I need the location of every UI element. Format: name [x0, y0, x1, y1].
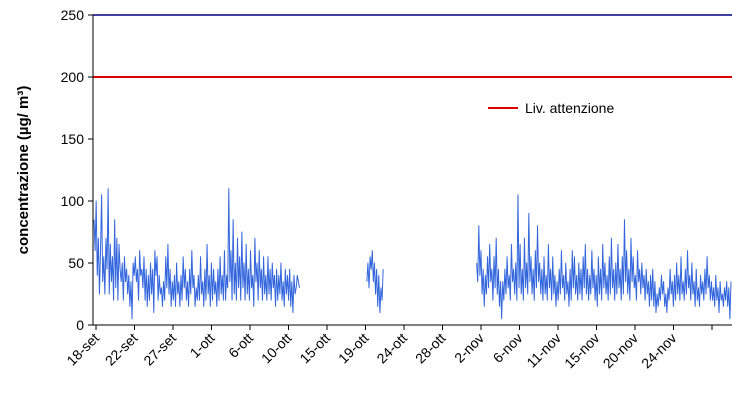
y-tick-label: 150 — [61, 131, 85, 147]
plot-area — [93, 14, 732, 325]
x-tick-label: 19-ott — [335, 330, 372, 367]
x-tick-label: 10-ott — [258, 330, 295, 367]
x-tick-label: 28-ott — [412, 330, 449, 367]
x-tick-label: 27-set — [140, 330, 179, 369]
x-tick-label: 6-ott — [225, 330, 256, 361]
y-tick-label: 250 — [61, 7, 85, 23]
y-tick-label: 50 — [68, 255, 84, 271]
y-tick-label: 100 — [61, 193, 85, 209]
x-tick-label: 1-ott — [186, 330, 217, 361]
x-tick-label: 22-set — [102, 330, 141, 369]
x-tick-label: 24-nov — [638, 330, 680, 372]
x-tick-label: 18-set — [63, 330, 102, 369]
y-tick-label: 0 — [76, 317, 84, 333]
y-tick-label: 200 — [61, 69, 85, 85]
x-tick-label: 11-nov — [523, 330, 564, 371]
y-axis: 0 50 100 150 200 250 — [61, 7, 94, 333]
x-tick-label: 6-nov — [490, 330, 526, 366]
plot-frame — [93, 15, 732, 325]
series-line — [93, 188, 732, 320]
series-layer — [93, 188, 732, 320]
x-tick-label: 2-nov — [451, 330, 487, 366]
x-tick-label: 15-ott — [296, 330, 333, 367]
x-tick-label: 24-ott — [373, 330, 410, 367]
x-tick-label: 20-nov — [600, 330, 642, 372]
y-axis-label: concentrazione (µg/ m³) — [15, 86, 32, 255]
x-tick-label: 15-nov — [561, 330, 603, 372]
legend-label-threshold: Liv. attenzione — [525, 100, 614, 116]
legend: Liv. attenzione — [488, 100, 614, 116]
x-axis: 18-set 22-set 27-set 1-ott 6-ott 10-ott 15-ott… — [63, 324, 732, 372]
